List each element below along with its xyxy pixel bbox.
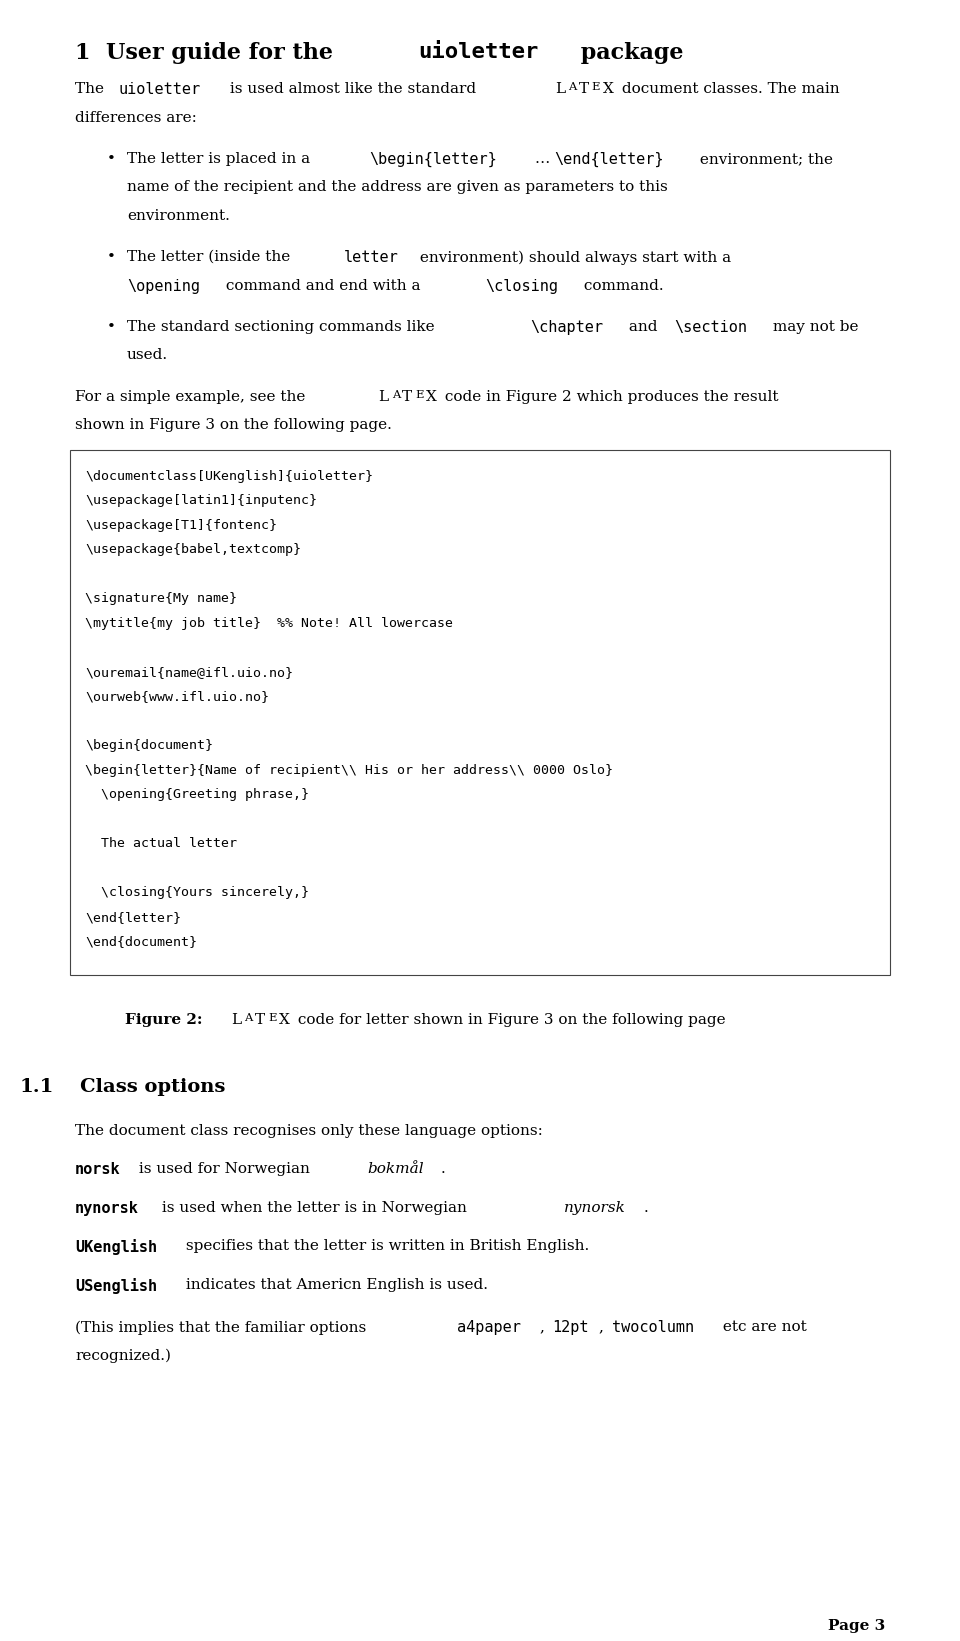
Text: A: A: [568, 82, 576, 92]
Text: \closing{Yours sincerely,}: \closing{Yours sincerely,}: [85, 886, 309, 899]
Text: differences are:: differences are:: [75, 110, 197, 125]
Text: nynorsk: nynorsk: [564, 1201, 625, 1214]
Text: \ourweb{www.ifl.uio.no}: \ourweb{www.ifl.uio.no}: [85, 691, 269, 702]
Text: \documentclass[UKenglish]{uioletter}: \documentclass[UKenglish]{uioletter}: [85, 469, 373, 482]
Text: and: and: [624, 320, 662, 335]
Text: \end{letter}: \end{letter}: [554, 153, 663, 167]
Text: \section: \section: [674, 320, 747, 335]
Text: \usepackage{babel,textcomp}: \usepackage{babel,textcomp}: [85, 543, 301, 556]
Text: The: The: [75, 82, 108, 97]
Text: E: E: [268, 1012, 276, 1022]
Text: .: .: [441, 1162, 444, 1177]
Text: T: T: [255, 1012, 265, 1027]
Text: is used when the letter is in Norwegian: is used when the letter is in Norwegian: [157, 1201, 472, 1214]
Text: \begin{document}: \begin{document}: [85, 738, 213, 752]
Text: ,: ,: [599, 1321, 609, 1334]
Text: ,: ,: [540, 1321, 549, 1334]
Text: \begin{letter}{Name of recipient\\ His or her address\\ 0000 Oslo}: \begin{letter}{Name of recipient\\ His o…: [85, 763, 613, 776]
Text: \usepackage[latin1]{inputenc}: \usepackage[latin1]{inputenc}: [85, 494, 317, 507]
Text: used.: used.: [127, 348, 168, 363]
Text: etc are not: etc are not: [718, 1321, 806, 1334]
Text: \end{letter}: \end{letter}: [85, 911, 181, 924]
Text: T: T: [402, 391, 413, 404]
Text: bokmål: bokmål: [367, 1162, 423, 1177]
Text: is used almost like the standard: is used almost like the standard: [225, 82, 481, 97]
Text: letter: letter: [344, 249, 398, 266]
Text: code in Figure 2 which produces the result: code in Figure 2 which produces the resu…: [441, 391, 779, 404]
Text: \opening: \opening: [127, 279, 200, 294]
Text: The standard sectioning commands like: The standard sectioning commands like: [127, 320, 440, 335]
Text: •: •: [107, 320, 116, 335]
Text: A: A: [392, 391, 400, 400]
Text: is used for Norwegian: is used for Norwegian: [133, 1162, 315, 1177]
Text: L: L: [231, 1012, 241, 1027]
Text: environment; the: environment; the: [695, 153, 833, 166]
Text: •: •: [107, 249, 116, 264]
Text: UKenglish: UKenglish: [75, 1239, 157, 1255]
Text: 1  User guide for the: 1 User guide for the: [75, 43, 341, 64]
Text: shown in Figure 3 on the following page.: shown in Figure 3 on the following page.: [75, 418, 392, 432]
Text: X: X: [278, 1012, 290, 1027]
Text: For a simple example, see the: For a simple example, see the: [75, 391, 310, 404]
Text: \opening{Greeting phrase,}: \opening{Greeting phrase,}: [85, 788, 309, 801]
Text: X: X: [426, 391, 437, 404]
Text: a4paper: a4paper: [457, 1321, 521, 1336]
Text: 12pt: 12pt: [552, 1321, 588, 1336]
Text: \usepackage[T1]{fontenc}: \usepackage[T1]{fontenc}: [85, 519, 277, 532]
Text: USenglish: USenglish: [75, 1278, 157, 1293]
Text: uioletter: uioletter: [119, 82, 201, 97]
Text: package: package: [573, 43, 684, 64]
Text: T: T: [579, 82, 588, 97]
Text: Figure 2:: Figure 2:: [125, 1012, 203, 1027]
Text: L: L: [555, 82, 565, 97]
Text: E: E: [591, 82, 600, 92]
Text: environment.: environment.: [127, 208, 229, 223]
Text: Page 3: Page 3: [828, 1620, 885, 1633]
Text: \ouremail{name@ifl.uio.no}: \ouremail{name@ifl.uio.no}: [85, 666, 293, 679]
Text: name of the recipient and the address are given as parameters to this: name of the recipient and the address ar…: [127, 181, 668, 194]
Text: \signature{My name}: \signature{My name}: [85, 592, 237, 606]
Text: indicates that Americn English is used.: indicates that Americn English is used.: [181, 1278, 488, 1291]
Text: The letter (inside the: The letter (inside the: [127, 249, 295, 264]
Text: recognized.): recognized.): [75, 1349, 171, 1364]
Text: norsk: norsk: [75, 1162, 121, 1177]
Text: \end{document}: \end{document}: [85, 935, 197, 948]
Text: 1.1: 1.1: [20, 1078, 55, 1096]
Text: X: X: [603, 82, 613, 97]
Text: \mytitle{my job title}  %% Note! All lowercase: \mytitle{my job title} %% Note! All lowe…: [85, 617, 453, 630]
Text: Class options: Class options: [80, 1078, 226, 1096]
Text: uioletter: uioletter: [418, 43, 539, 62]
Text: may not be: may not be: [768, 320, 858, 335]
Text: specifies that the letter is written in British English.: specifies that the letter is written in …: [181, 1239, 589, 1254]
Text: command.: command.: [579, 279, 663, 292]
Text: \chapter: \chapter: [530, 320, 603, 335]
Text: E: E: [416, 391, 423, 400]
Text: The actual letter: The actual letter: [85, 837, 237, 850]
Text: …: …: [535, 153, 550, 166]
Text: \begin{letter}: \begin{letter}: [370, 153, 497, 167]
Bar: [70, 450, 890, 975]
Text: environment) should always start with a: environment) should always start with a: [415, 249, 731, 264]
Text: command and end with a: command and end with a: [221, 279, 425, 292]
Text: (This implies that the familiar options: (This implies that the familiar options: [75, 1321, 372, 1334]
Text: nynorsk: nynorsk: [75, 1201, 139, 1216]
Text: twocolumn: twocolumn: [612, 1321, 694, 1336]
Text: The document class recognises only these language options:: The document class recognises only these…: [75, 1124, 542, 1137]
Text: \closing: \closing: [485, 279, 558, 294]
Text: A: A: [245, 1012, 252, 1022]
Text: The letter is placed in a: The letter is placed in a: [127, 153, 315, 166]
Text: code for letter shown in Figure 3 on the following page: code for letter shown in Figure 3 on the…: [293, 1012, 726, 1027]
Text: document classes. The main: document classes. The main: [616, 82, 839, 97]
Text: L: L: [378, 391, 389, 404]
Text: .: .: [643, 1201, 648, 1214]
Text: •: •: [107, 153, 116, 166]
